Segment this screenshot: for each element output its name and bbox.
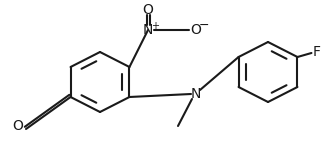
Text: O: O xyxy=(13,119,24,133)
Text: +: + xyxy=(151,21,159,31)
Text: N: N xyxy=(143,23,153,37)
Text: N: N xyxy=(191,87,201,101)
Text: −: − xyxy=(199,19,209,32)
Text: O: O xyxy=(191,23,202,37)
Text: O: O xyxy=(142,3,153,17)
Text: F: F xyxy=(312,45,320,59)
